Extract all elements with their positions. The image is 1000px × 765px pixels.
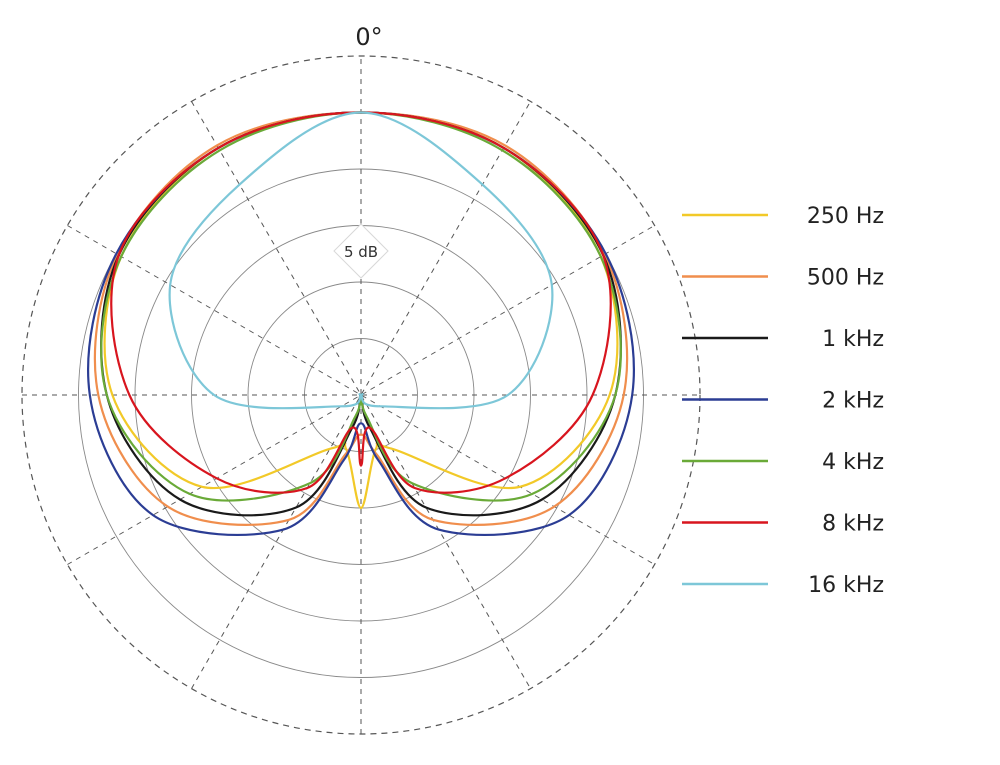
series-line-6	[168, 111, 554, 410]
legend-item-1: 500 Hz	[682, 266, 884, 291]
grid-spoke	[191, 101, 531, 689]
angle-label-0-deg: 0°	[355, 23, 382, 51]
legend-label: 1 kHz	[822, 327, 884, 352]
grid-spoke	[191, 101, 531, 689]
legend-label: 16 kHz	[808, 573, 884, 598]
legend-item-4: 4 kHz	[682, 450, 884, 475]
legend: 250 Hz 500 Hz 1 kHz 2 kHz 4 kHz 8 kHz 16 kHz	[682, 204, 884, 598]
series-layer	[87, 111, 635, 536]
series-line-1	[93, 111, 629, 526]
legend-item-5: 8 kHz	[682, 512, 884, 537]
series-line-5	[110, 111, 612, 494]
scale-label: 5 dB	[344, 243, 378, 261]
legend-label: 2 kHz	[822, 389, 884, 414]
legend-item-2: 1 kHz	[682, 327, 884, 352]
series-line-3	[87, 111, 635, 536]
scale-badge-diamond	[333, 223, 389, 279]
grid-spoke	[67, 225, 655, 565]
grid-spoke	[67, 225, 655, 565]
legend-item-3: 2 kHz	[682, 389, 884, 414]
legend-label: 500 Hz	[807, 266, 884, 291]
legend-item-6: 16 kHz	[682, 573, 884, 598]
legend-label: 8 kHz	[822, 512, 884, 537]
legend-item-0: 250 Hz	[682, 204, 884, 229]
legend-label: 4 kHz	[822, 450, 884, 475]
scale-badge: 5 dB	[333, 223, 389, 279]
legend-label: 250 Hz	[807, 204, 884, 229]
